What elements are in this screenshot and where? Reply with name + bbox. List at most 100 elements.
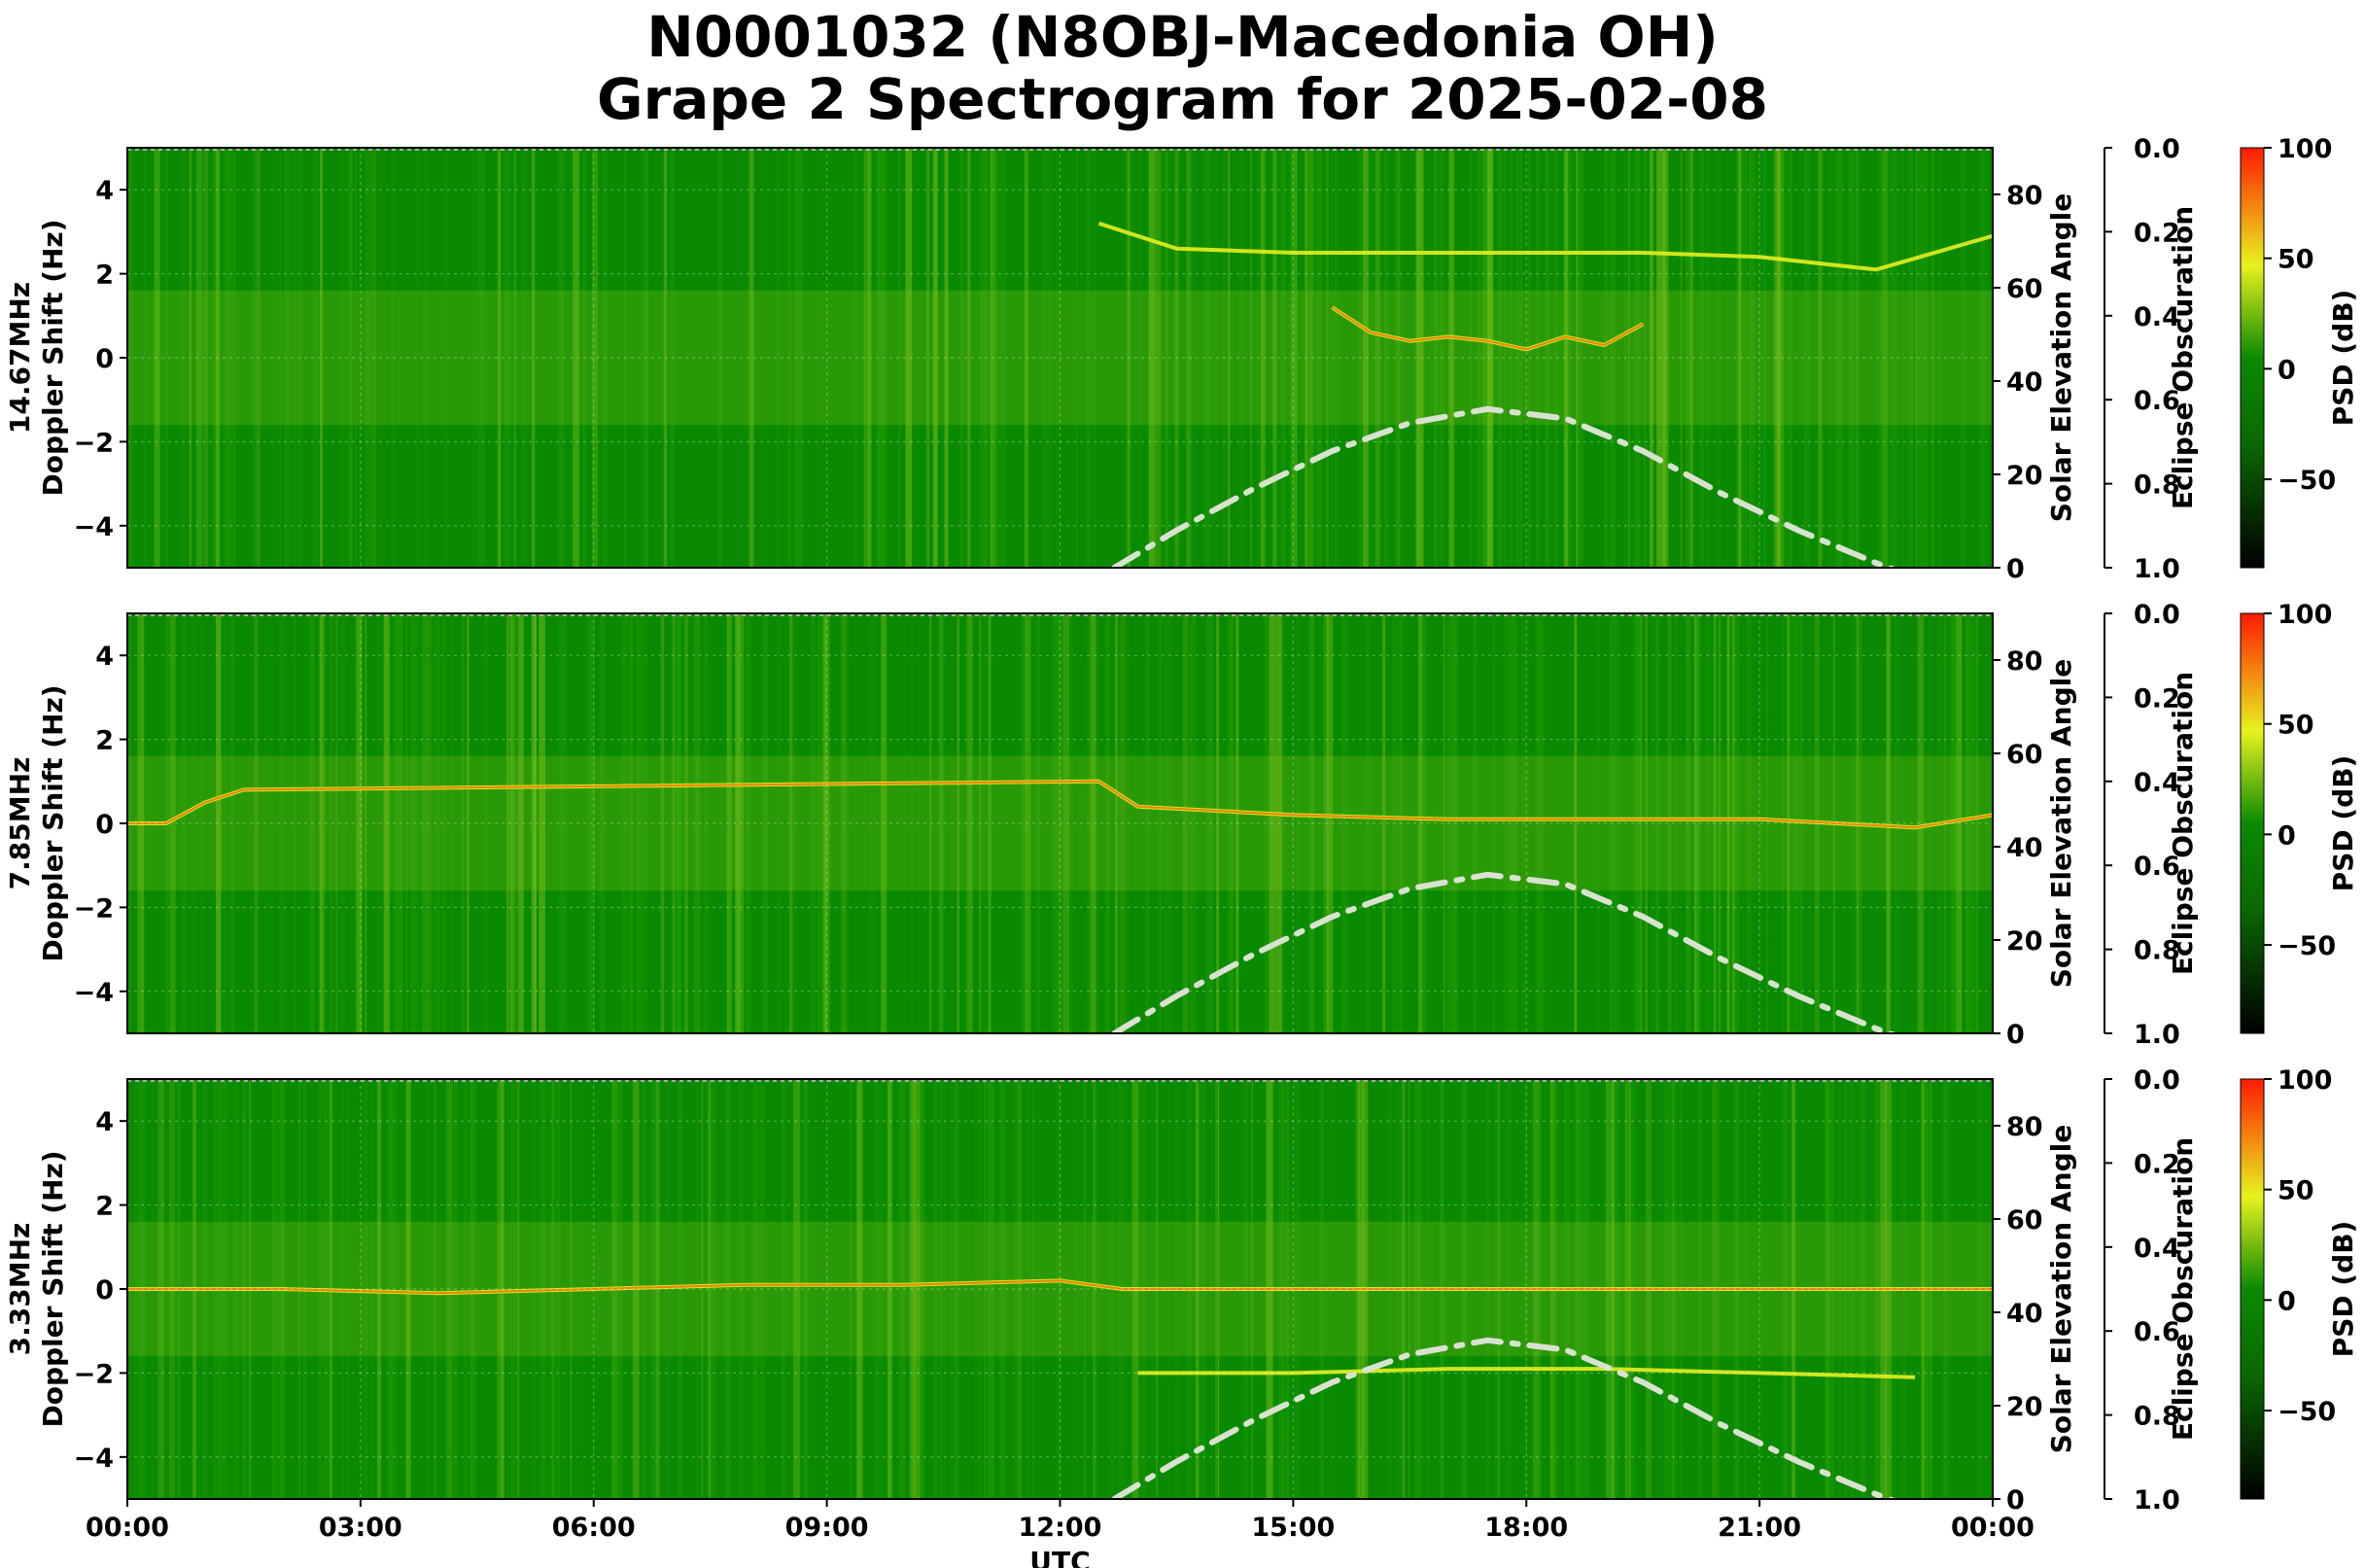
noise-streak [268,148,270,568]
noise-streak [603,148,609,568]
noise-streak [1886,613,1890,1033]
noise-streak [364,1079,368,1499]
noise-streak [1777,148,1784,568]
noise-streak [1528,148,1531,568]
noise-streak [1264,613,1270,1033]
eclipse-tick-label: 0.4 [2134,1234,2180,1264]
noise-streak [1416,148,1424,568]
solar-elevation-label: Solar Elevation Angle [2045,1125,2077,1453]
noise-streak [1952,613,1959,1033]
noise-streak [1504,613,1511,1033]
solar-tick-label: 40 [2006,367,2043,398]
noise-streak [984,148,988,568]
noise-streak [1331,148,1333,568]
noise-streak [1021,613,1026,1033]
noise-streak [738,613,744,1033]
noise-streak [891,1079,893,1499]
noise-streak [1498,148,1503,568]
noise-streak [1662,148,1666,568]
noise-streak [1493,613,1496,1033]
noise-streak [1756,148,1760,568]
noise-streak [1326,148,1329,568]
noise-streak [587,613,593,1033]
noise-streak [748,148,754,568]
noise-streak [1269,613,1273,1033]
noise-streak [1763,148,1766,568]
noise-streak [1164,613,1170,1033]
noise-streak [330,613,333,1033]
noise-streak [1765,613,1768,1033]
noise-streak [746,613,751,1033]
noise-streak [1275,613,1282,1033]
noise-streak [916,1079,921,1499]
noise-streak [1115,613,1118,1033]
noise-streak [741,613,744,1033]
noise-streak [980,148,985,568]
y-tick-label: −4 [74,512,114,542]
noise-streak [987,1079,992,1499]
noise-streak [1916,148,1918,568]
colorbar-label: PSD (dB) [2327,290,2359,427]
eclipse-tick-label: 0.2 [2134,683,2180,714]
y-tick-label: 4 [95,1107,114,1137]
noise-streak [1216,613,1219,1033]
noise-streak [154,148,159,568]
eclipse-tick-label: 0.2 [2134,1149,2180,1179]
noise-streak [225,148,231,568]
noise-streak [206,148,210,568]
eclipse-tick-label: 0.8 [2134,936,2180,966]
noise-streak [1576,148,1579,568]
noise-streak [1965,613,1971,1033]
noise-streak [1092,1079,1097,1499]
solar-tick-label: 40 [2006,833,2043,863]
noise-streak [582,148,585,568]
noise-streak [905,148,913,568]
noise-streak [1510,148,1514,568]
noise-streak [855,1079,862,1499]
solar-elevation-curve [1111,871,1898,1033]
noise-streak [365,613,367,1033]
noise-streak [1131,148,1134,568]
noise-streak [1705,613,1712,1033]
x-tick-label: 03:00 [319,1513,402,1543]
noise-streak [1961,148,1965,568]
noise-streak [1093,1079,1095,1499]
noise-streak [748,148,752,568]
noise-streak [1382,613,1386,1033]
noise-streak [1823,148,1825,568]
x-tick-label: 09:00 [785,1513,869,1543]
noise-streak [1828,148,1835,568]
noise-streak [989,1079,995,1499]
panel-14.67MHz: 420−2−414.67MHz Doppler Shift (Hz)8060402… [4,134,2359,584]
noise-streak [1634,613,1642,1033]
noise-streak [798,1079,801,1499]
noise-streak [715,1079,717,1499]
noise-streak [1643,148,1647,568]
noise-streak [1222,148,1226,568]
noise-streak [1882,148,1889,568]
noise-streak [504,148,510,568]
noise-streak [872,1079,879,1499]
noise-streak [1167,613,1172,1033]
noise-streak [422,613,428,1033]
colorbar-tick-label: 0 [2278,820,2296,851]
noise-streak [1566,148,1573,568]
noise-streak [716,148,722,568]
noise-streak [1026,613,1029,1033]
noise-streak [974,1079,982,1499]
noise-streak [573,148,579,568]
noise-streak [212,148,217,568]
noise-streak [762,1079,765,1499]
ylabel-doppler: Doppler Shift (Hz) [37,1150,69,1427]
noise-streak [743,613,748,1033]
noise-streak [1880,148,1884,568]
solar-tick-label: 0 [2006,1485,2025,1516]
noise-streak [1000,1079,1008,1499]
y-tick-label: −2 [74,893,114,923]
noise-streak [1051,613,1054,1033]
noise-streak [470,1079,475,1499]
noise-streak [1693,613,1699,1033]
noise-streak [127,148,133,568]
noise-streak [1718,613,1722,1033]
solar-tick-label: 20 [2006,461,2043,491]
